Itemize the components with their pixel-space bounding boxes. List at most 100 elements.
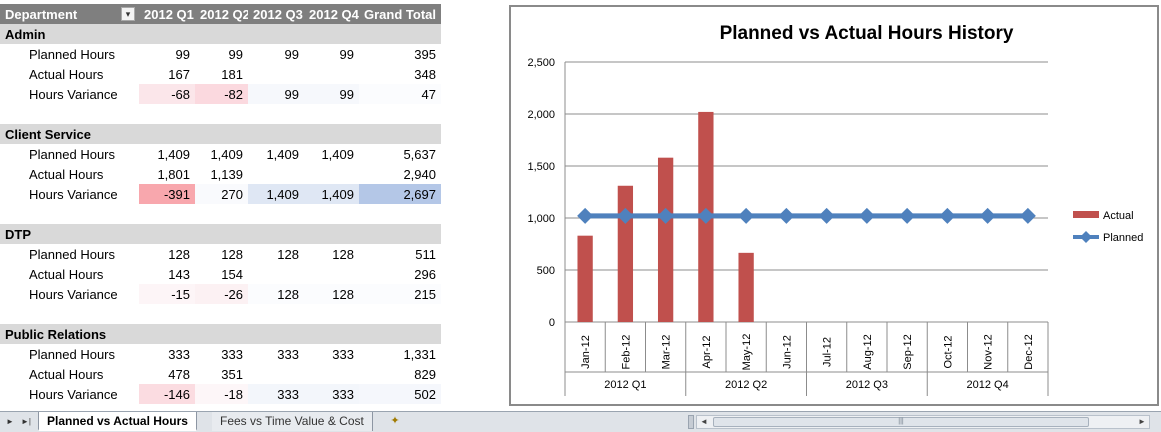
tab-planned-vs-actual-hours[interactable]: Planned vs Actual Hours [38, 412, 197, 431]
filter-dropdown-icon[interactable]: ▾ [121, 7, 135, 21]
value-cell[interactable]: 1,409 [248, 184, 304, 204]
pivot-header-grand-total[interactable]: Grand Total [359, 4, 441, 24]
value-cell[interactable]: 2,940 [403, 166, 436, 182]
measure-label[interactable]: Hours Variance [29, 86, 118, 102]
measure-label[interactable]: Planned Hours [29, 146, 115, 162]
scroll-right-icon[interactable]: ► [1138, 417, 1146, 426]
value-cell[interactable]: 1,409 [210, 146, 243, 162]
value-cell[interactable] [248, 264, 304, 284]
value-cell[interactable]: 154 [221, 266, 243, 282]
value-cell[interactable]: 1,801 [157, 166, 190, 182]
measure-label[interactable]: Planned Hours [29, 346, 115, 362]
value-cell[interactable]: 1,409 [304, 184, 359, 204]
value-cell[interactable]: 47 [359, 84, 441, 104]
value-cell[interactable]: 99 [304, 84, 359, 104]
group-row[interactable]: Client Service [0, 124, 441, 144]
value-cell[interactable]: 829 [414, 366, 436, 382]
value-cell[interactable]: 128 [168, 246, 190, 262]
value-cell[interactable]: 1,139 [210, 166, 243, 182]
value-cell[interactable]: 128 [304, 284, 359, 304]
value-cell[interactable]: 333 [277, 346, 299, 362]
value-cell[interactable]: 296 [414, 266, 436, 282]
measure-label[interactable]: Actual Hours [29, 366, 104, 382]
measure-label[interactable]: Actual Hours [29, 166, 104, 182]
value-cell[interactable]: 1,409 [321, 146, 354, 162]
value-cell[interactable]: 1,409 [266, 146, 299, 162]
value-cell[interactable] [304, 364, 359, 384]
group-row[interactable]: Public Relations [0, 324, 441, 344]
group-label[interactable]: Client Service [0, 124, 441, 144]
value-cell[interactable] [304, 164, 359, 184]
measure-label[interactable]: Hours Variance [29, 186, 118, 202]
value-cell[interactable]: 333 [304, 384, 359, 404]
value-cell[interactable]: 1,331 [403, 346, 436, 362]
value-cell[interactable]: -391 [139, 184, 195, 204]
value-cell[interactable]: -68 [139, 84, 195, 104]
value-cell[interactable]: 128 [221, 246, 243, 262]
insert-sheet-icon[interactable]: ✦ [390, 415, 400, 427]
value-cell[interactable]: 99 [248, 84, 304, 104]
value-cell[interactable]: 348 [414, 66, 436, 82]
value-cell[interactable]: 502 [359, 384, 441, 404]
value-cell[interactable] [248, 364, 304, 384]
horizontal-scrollbar[interactable]: ◄ ||| ► [696, 415, 1150, 429]
value-cell[interactable]: 99 [284, 46, 299, 62]
value-cell[interactable]: 128 [248, 284, 304, 304]
value-cell[interactable]: 128 [332, 246, 354, 262]
group-label[interactable]: DTP [0, 224, 441, 244]
group-label[interactable]: Admin [0, 24, 441, 44]
value-cell[interactable]: 333 [248, 384, 304, 404]
measure-label[interactable]: Planned Hours [29, 246, 115, 262]
value-cell[interactable]: -18 [195, 384, 248, 404]
next-sheet-icon[interactable]: ► [6, 417, 14, 426]
value-cell[interactable]: -82 [195, 84, 248, 104]
value-cell[interactable]: -26 [195, 284, 248, 304]
value-cell[interactable] [304, 64, 359, 84]
value-cell[interactable]: 333 [332, 346, 354, 362]
measure-label[interactable]: Actual Hours [29, 266, 104, 282]
group-label[interactable]: Public Relations [0, 324, 441, 344]
pivot-header-q3[interactable]: 2012 Q3 [248, 4, 304, 24]
value-cell[interactable]: 143 [168, 266, 190, 282]
pivot-header-q2[interactable]: 2012 Q2 [195, 4, 248, 24]
group-row[interactable]: DTP [0, 224, 441, 244]
measure-label[interactable]: Hours Variance [29, 386, 118, 402]
legend-swatch-actual [1073, 211, 1099, 218]
value-cell[interactable]: 99 [339, 46, 354, 62]
value-cell[interactable]: 99 [228, 46, 243, 62]
value-cell[interactable]: 128 [277, 246, 299, 262]
pivot-header-q4[interactable]: 2012 Q4 [304, 4, 359, 24]
value-cell[interactable]: 167 [168, 66, 190, 82]
value-cell[interactable]: 270 [195, 184, 248, 204]
scroll-thumb[interactable]: ||| [713, 417, 1089, 427]
value-cell[interactable]: 1,409 [157, 146, 190, 162]
value-cell[interactable] [304, 264, 359, 284]
tab-fees-vs-time-value[interactable]: Fees vs Time Value & Cost [212, 412, 373, 431]
value-cell[interactable]: 478 [168, 366, 190, 382]
value-cell[interactable]: 333 [168, 346, 190, 362]
last-sheet-icon[interactable]: ►| [21, 417, 31, 426]
value-cell[interactable]: 395 [414, 46, 436, 62]
x-tick-label: Aug-12 [862, 334, 874, 369]
pivot-header-department[interactable]: Department ▾ [0, 4, 139, 24]
value-cell[interactable] [248, 164, 304, 184]
value-cell[interactable]: 2,697 [359, 184, 441, 204]
tab-split-handle[interactable] [688, 415, 694, 429]
value-cell[interactable]: 351 [221, 366, 243, 382]
value-cell[interactable]: 181 [221, 66, 243, 82]
value-cell[interactable]: 5,637 [403, 146, 436, 162]
value-cell[interactable]: 511 [415, 246, 436, 262]
measure-label[interactable]: Actual Hours [29, 66, 104, 82]
measure-label[interactable]: Planned Hours [29, 46, 115, 62]
value-cell[interactable]: -15 [139, 284, 195, 304]
chart-area[interactable]: Planned vs Actual Hours History 0 500 1,000… [509, 5, 1159, 406]
scroll-left-icon[interactable]: ◄ [700, 417, 708, 426]
value-cell[interactable] [248, 64, 304, 84]
value-cell[interactable]: 99 [175, 46, 190, 62]
value-cell[interactable]: -146 [139, 384, 195, 404]
group-row[interactable]: Admin [0, 24, 441, 44]
value-cell[interactable]: 215 [359, 284, 441, 304]
pivot-header-q1[interactable]: 2012 Q1 [139, 4, 195, 24]
measure-label[interactable]: Hours Variance [29, 286, 118, 302]
value-cell[interactable]: 333 [221, 346, 243, 362]
